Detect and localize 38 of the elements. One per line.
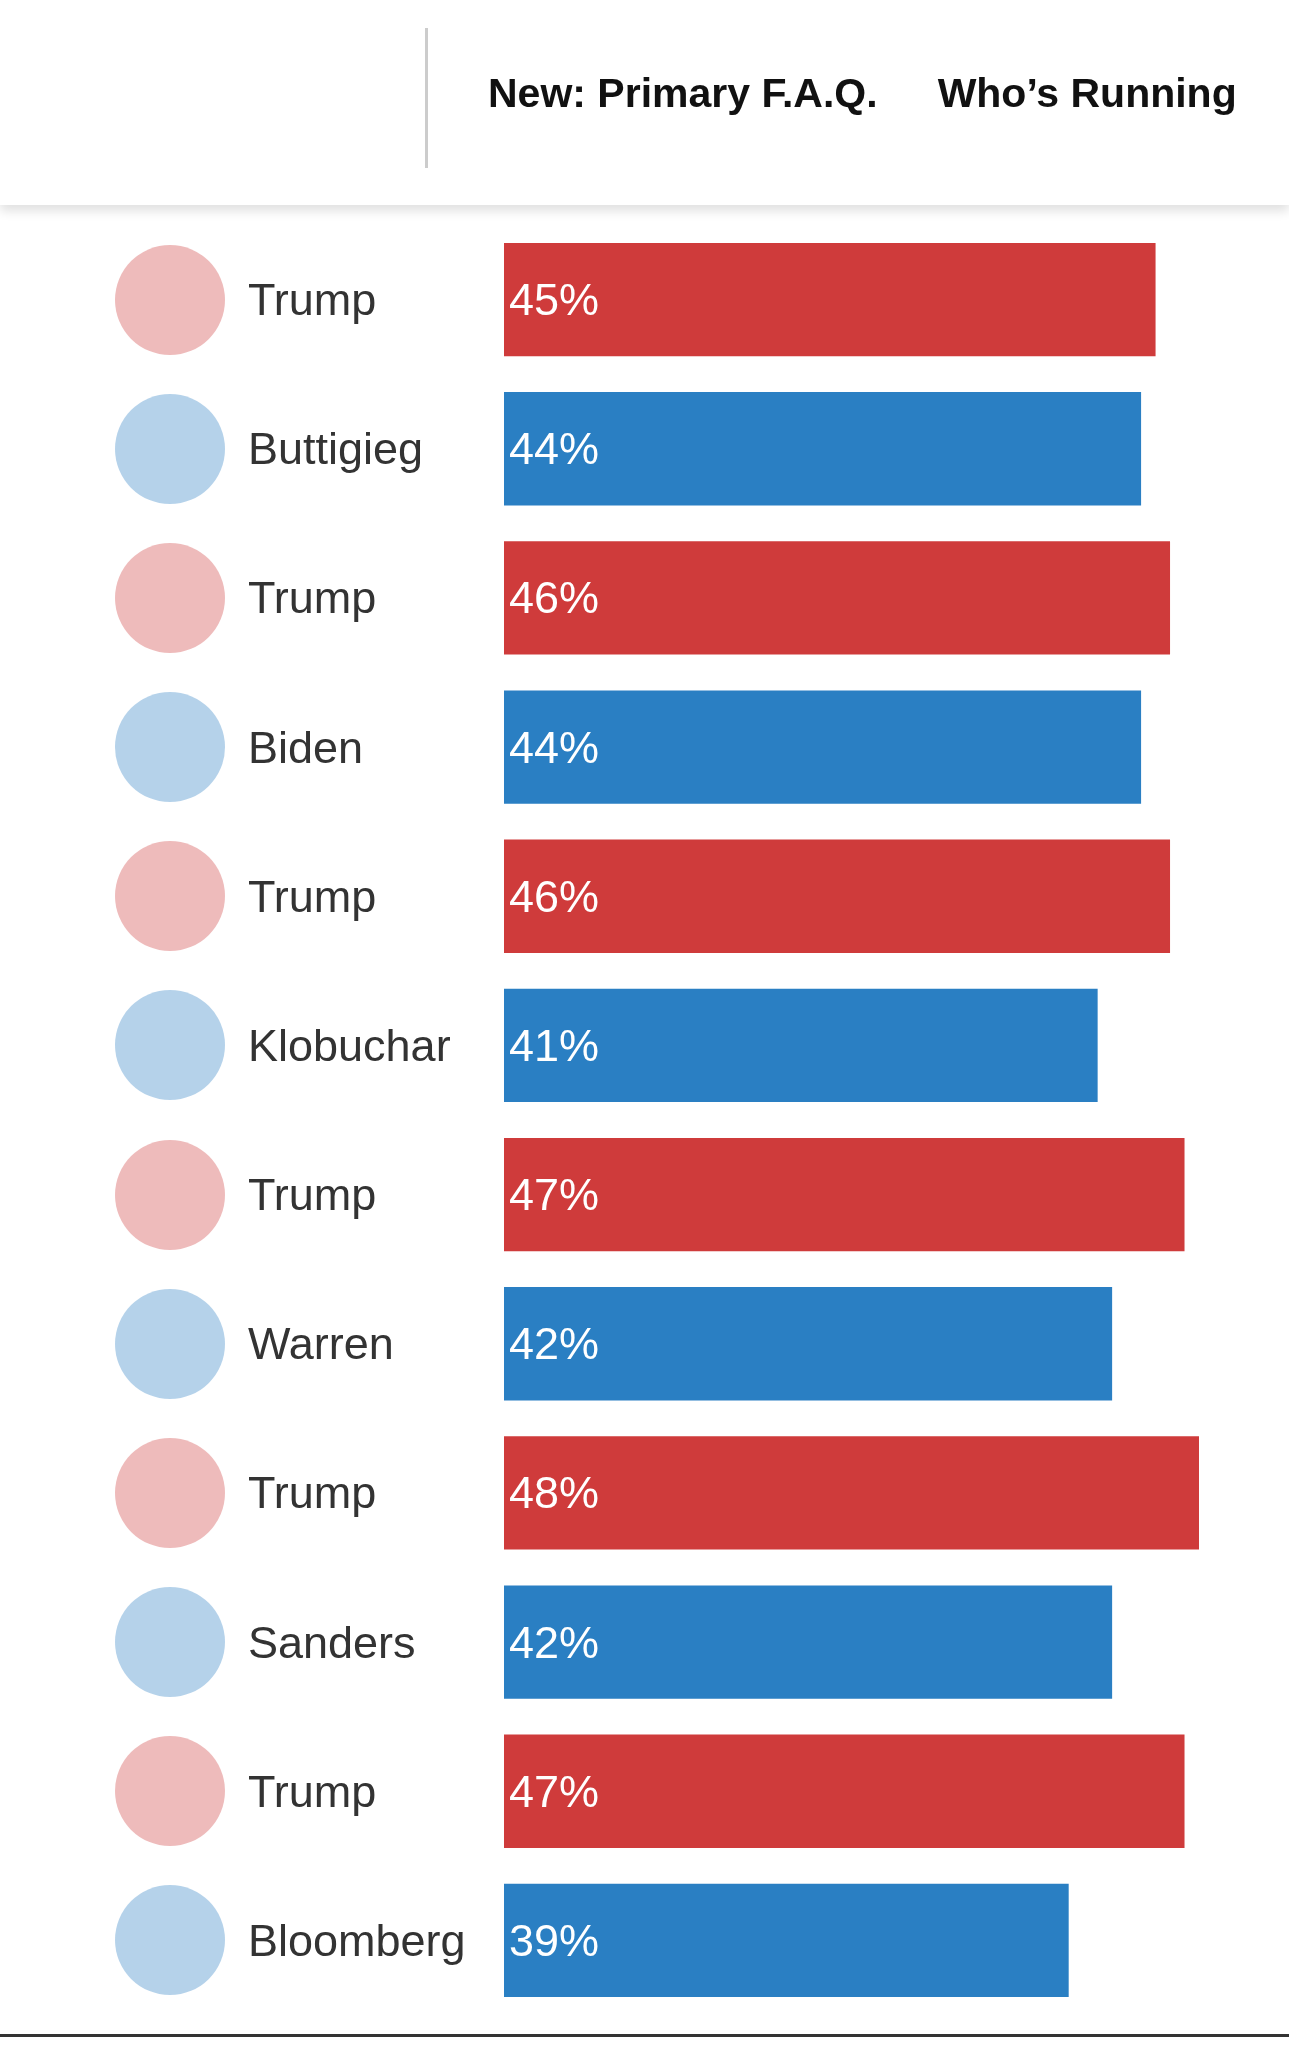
data-label: 42% — [509, 1318, 600, 1370]
data-label: 44% — [509, 721, 600, 773]
bar — [504, 1436, 1199, 1550]
y-tick-label: Trump — [248, 274, 377, 326]
bar — [504, 839, 1171, 953]
data-label: 42% — [509, 1616, 600, 1668]
data-label: 47% — [509, 1765, 600, 1817]
y-tick-label: Sanders — [248, 1616, 416, 1668]
data-label: 44% — [509, 423, 600, 475]
bar — [504, 1734, 1185, 1848]
data-label: 41% — [509, 1019, 600, 1071]
bar — [504, 1287, 1113, 1401]
bar — [504, 392, 1142, 506]
bar — [504, 1883, 1069, 1998]
text: Who’s Running — [937, 70, 1237, 116]
data-label: 47% — [509, 1169, 600, 1221]
y-tick-label: Warren — [248, 1318, 394, 1370]
y-tick-label: Trump — [248, 1169, 377, 1221]
data-label: 45% — [509, 274, 600, 326]
y-tick-label: Trump — [248, 572, 377, 624]
y-tick-label: Bloomberg — [248, 1914, 466, 1966]
bar — [504, 1585, 1113, 1699]
y-tick-label: Klobuchar — [248, 1019, 451, 1071]
y-tick-label: Buttigieg — [248, 423, 424, 475]
y-tick-label: Trump — [248, 1765, 377, 1817]
text: New: Primary F.A.Q. — [488, 70, 878, 116]
data-label: 48% — [509, 1467, 600, 1519]
bar — [504, 988, 1098, 1103]
bar — [504, 541, 1171, 655]
y-tick-label: Trump — [248, 870, 377, 922]
data-label: 46% — [509, 572, 600, 624]
bar — [504, 242, 1156, 357]
y-tick-label: Trump — [248, 1467, 377, 1519]
data-label: 39% — [509, 1914, 600, 1966]
bar — [504, 1137, 1185, 1252]
data-label: 46% — [509, 870, 600, 922]
bar — [504, 690, 1142, 804]
y-tick-label: Biden — [248, 721, 364, 773]
